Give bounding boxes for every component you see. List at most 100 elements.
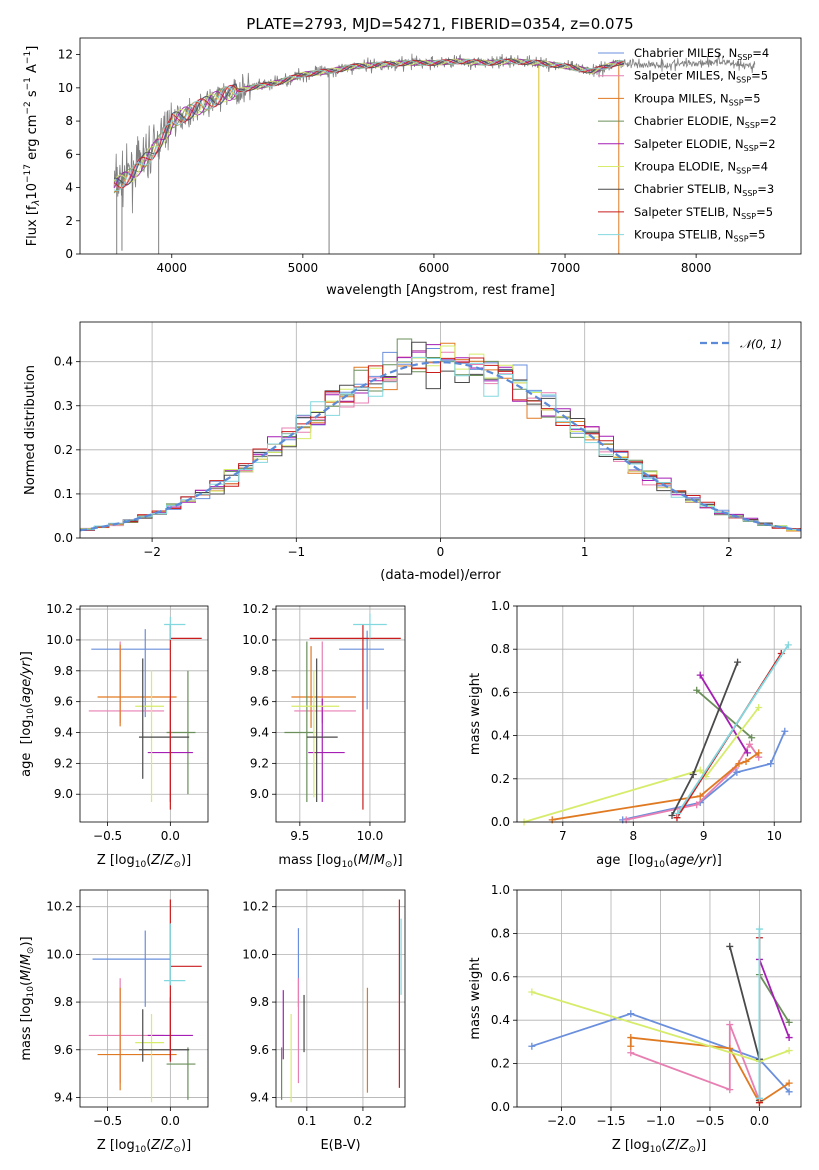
legend-nssp-value: 5 — [753, 91, 760, 105]
massweight-vs-metallicity-panel: −2.0 −1.5 −1.0 −0.5 0.0 0.0 0.2 0.4 0.6 0.8 1.0 Z [… — [468, 883, 802, 1155]
x-tick-label: −1.0 — [646, 1114, 675, 1128]
x-axis-label: age [log10(age/yr)] — [596, 853, 722, 870]
model-spectrum-salpeter-stelib — [113, 58, 625, 189]
x-axis-label: Z [log10(Z/Z⊙)] — [97, 1138, 191, 1155]
axes-frame — [275, 889, 406, 1108]
legend-model-name: Kroupa MILES — [634, 91, 713, 105]
y-tick-label: 9.0 — [54, 787, 73, 801]
data-point-kroupa-miles — [627, 1034, 635, 1042]
data-point-chabrier-elodie — [693, 686, 701, 694]
y-axis-label: age [log10(age/yr)] — [19, 651, 36, 777]
axes-frame — [516, 605, 802, 823]
legend-nssp-value: 5 — [766, 205, 773, 219]
legend-model-name: Kroupa ELODIE — [634, 160, 720, 174]
y-tick-label: 8 — [65, 114, 73, 128]
data-point-chabrier-stelib — [668, 812, 676, 820]
y-tick-label: 0.4 — [491, 729, 510, 743]
y-tick-label: 9.4 — [54, 726, 73, 740]
massweight-vs-age-panel: 7 8 9 10 0.0 0.2 0.4 0.6 0.8 1.0 age [log10(age/yr… — [468, 599, 802, 870]
x-tick-label: −2 — [143, 545, 161, 559]
x-tick-label: 0.2 — [353, 1114, 372, 1128]
data-point-kroupa-elodie — [755, 704, 763, 712]
data-point-chabrier-miles — [781, 727, 789, 735]
y-axis-label: mass weight — [468, 957, 483, 1039]
data-point-salpeter-miles — [693, 801, 701, 809]
legend-entry-kroupa-elodie: Kroupa ELODIE, NSSP=4 — [634, 160, 768, 176]
legend-entry-chabrier-stelib: Chabrier STELIB, NSSP=3 — [634, 182, 774, 198]
y-tick-label: 9.8 — [250, 664, 269, 678]
data-point-kroupa-miles — [755, 749, 763, 757]
x-axis-label: mass [log10(M/M⊙)] — [278, 853, 402, 870]
y-tick-label: 10.0 — [242, 947, 269, 961]
y-tick-label: 9.8 — [250, 995, 269, 1009]
data-point-chabrier-elodie — [748, 734, 756, 742]
y-tick-label: 9.6 — [250, 695, 269, 709]
mass-vs-ebv-panel: 0.1 0.2 9.4 9.6 9.8 10.0 10.2 E(B-V) — [242, 889, 406, 1153]
x-tick-label: 0.1 — [297, 1114, 316, 1128]
x-tick-label: 9.5 — [290, 829, 309, 843]
series-line-salpeter-miles — [630, 1024, 761, 1101]
y-tick-label: 9.2 — [54, 756, 73, 770]
x-tick-label: 1 — [581, 545, 589, 559]
legend-model-name: Salpeter ELODIE — [634, 137, 728, 151]
x-tick-label: −1.5 — [596, 1114, 625, 1128]
data-point-kroupa-miles — [627, 1042, 635, 1050]
legend-model-name: Chabrier MILES — [634, 46, 721, 60]
axes-frame — [79, 889, 209, 1108]
x-tick-label: −1 — [287, 545, 305, 559]
legend-entry-chabrier-miles: Chabrier MILES, NSSP=4 — [634, 46, 769, 62]
data-point-chabrier-stelib — [689, 770, 697, 778]
y-tick-label: 0.2 — [491, 1057, 510, 1071]
model-spectrum-chabrier-elodie — [113, 58, 625, 194]
y-tick-label: 9.8 — [54, 995, 73, 1009]
legend-entry-normal: 𝒩(0, 1) — [740, 337, 782, 351]
y-tick-label: 9.4 — [54, 1090, 73, 1104]
data-point-chabrier-miles — [627, 1010, 635, 1018]
y-tick-label: 0.6 — [491, 685, 510, 699]
x-tick-label: 0.0 — [161, 1114, 180, 1128]
y-tick-label: 0.3 — [54, 399, 73, 413]
x-tick-label: 4000 — [156, 261, 187, 275]
legend-nssp-value: 2 — [768, 137, 775, 151]
x-axis-label: wavelength [Angstrom, rest frame] — [326, 283, 555, 298]
y-tick-label: 0.0 — [491, 815, 510, 829]
x-tick-label: 0.0 — [161, 829, 180, 843]
x-tick-label: 5000 — [288, 261, 319, 275]
legend-model-name: Chabrier STELIB — [634, 182, 726, 196]
y-tick-label: 10.0 — [46, 947, 73, 961]
legend-entry-kroupa-miles: Kroupa MILES, NSSP=5 — [634, 91, 761, 107]
data-point-kroupa-elodie — [696, 766, 704, 774]
residual-histogram-kroupa-stelib — [80, 356, 801, 533]
x-tick-label: 10.0 — [357, 829, 384, 843]
data-point-kroupa-stelib — [755, 1094, 763, 1102]
x-tick-label: 7000 — [550, 261, 581, 275]
normal-reference-curve — [80, 360, 801, 532]
legend-entry-salpeter-stelib: Salpeter STELIB, NSSP=5 — [634, 205, 773, 221]
model-spectrum-kroupa-miles — [113, 58, 625, 193]
axes-frame — [79, 605, 209, 823]
axes-frame — [275, 605, 406, 823]
legend-model-name: Chabrier ELODIE — [634, 114, 729, 128]
y-tick-label: 0.2 — [491, 772, 510, 786]
y-tick-label: 10.0 — [242, 633, 269, 647]
y-tick-label: 0.0 — [54, 531, 73, 545]
legend-model-name: Salpeter STELIB — [634, 205, 725, 219]
data-point-chabrier-elodie — [785, 1018, 793, 1026]
data-point-salpeter-elodie — [696, 671, 704, 679]
y-tick-label: 0.0 — [491, 1100, 510, 1114]
axes-frame — [79, 321, 802, 539]
y-tick-label: 0 — [65, 247, 73, 261]
y-axis-label: mass weight — [468, 673, 483, 755]
y-tick-label: 10.2 — [46, 602, 73, 616]
axes-frame — [79, 37, 802, 255]
y-tick-label: 9.4 — [250, 1090, 269, 1104]
residuals-panel: −2 −1 0 1 2 0.0 0.1 0.2 0.3 0.4 𝒩(0, 1) (data-model… — [23, 321, 802, 583]
y-tick-label: 0.4 — [54, 355, 73, 369]
legend-nssp-value: 5 — [761, 69, 768, 83]
legend-nssp-value: 4 — [761, 160, 768, 174]
y-tick-label: 2 — [65, 214, 73, 228]
legend-entry-salpeter-miles: Salpeter MILES, NSSP=5 — [634, 69, 768, 85]
axes-frame — [516, 889, 802, 1108]
mass-vs-metallicity-panel: −0.5 0.0 9.4 9.6 9.8 10.0 10.2 Z [log10(Z/Z⊙)] m… — [19, 889, 209, 1155]
